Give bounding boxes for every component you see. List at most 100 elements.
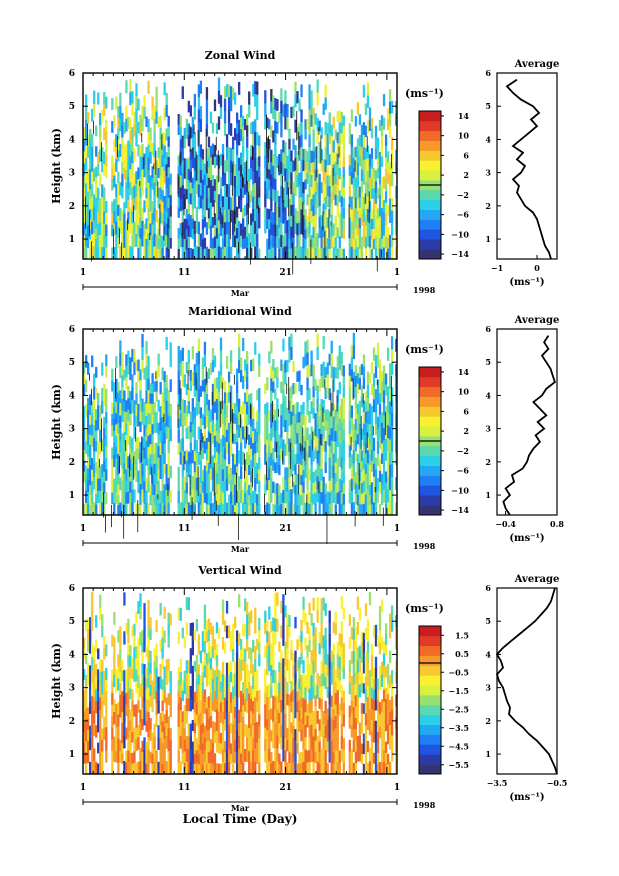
heatmap-cell	[127, 666, 130, 679]
heatmap-cell	[272, 235, 275, 248]
heatmap-cell	[149, 443, 152, 455]
heatmap-cell	[209, 622, 213, 635]
heatmap-cell	[338, 478, 341, 492]
heatmap-cell	[105, 235, 108, 248]
heatmap-cell	[364, 664, 368, 677]
heatmap-cell	[366, 740, 370, 753]
heatmap-cell	[91, 196, 94, 210]
heatmap-cell	[332, 379, 335, 392]
heatmap-cell	[292, 749, 295, 763]
heatmap-cell	[366, 696, 370, 709]
heatmap-cell	[324, 221, 327, 235]
heatmap-cell	[240, 659, 243, 671]
heatmap-cell	[360, 363, 364, 376]
heatmap-cell	[368, 760, 372, 775]
heatmap-cell	[374, 656, 378, 668]
heatmap-cell	[139, 632, 142, 646]
heatmap-cell	[282, 489, 285, 503]
heatmap-cell	[320, 598, 323, 611]
heatmap-cell	[270, 664, 273, 677]
heatmap-cell	[258, 365, 261, 377]
heatmap-cell	[85, 107, 88, 121]
heatmap-cell	[119, 390, 122, 404]
heatmap-cell	[217, 401, 221, 413]
heatmap-cell	[284, 419, 287, 433]
heatmap-cell	[101, 246, 104, 260]
heatmap-cell	[282, 388, 285, 402]
heatmap-cell	[203, 341, 207, 355]
heatmap-cell	[99, 478, 102, 491]
heatmap-cell	[362, 159, 366, 173]
heatmap-cell	[254, 502, 257, 516]
heatmap-cell	[256, 246, 259, 260]
heatmap-cell	[143, 712, 146, 726]
heatmap-cell	[163, 402, 166, 413]
heatmap-cell	[121, 410, 124, 423]
heatmap-cell	[157, 761, 160, 775]
heatmap-cell	[240, 357, 243, 371]
heatmap-cell	[386, 118, 390, 131]
heatmap-cell	[250, 236, 253, 248]
heatmap-cell	[201, 159, 205, 170]
colorbar-swatch	[419, 475, 441, 486]
heatmap-cell	[268, 249, 271, 260]
heatmap-cell	[304, 699, 307, 713]
heatmap-cell	[231, 673, 235, 687]
heatmap-cell	[352, 762, 356, 775]
heatmap-cell	[115, 401, 118, 414]
heatmap-cell	[280, 359, 283, 371]
heatmap-cell	[382, 402, 386, 416]
heatmap-cell	[244, 237, 247, 249]
heatmap-cell	[163, 371, 166, 382]
heatmap-cell	[221, 661, 225, 675]
heatmap-cell	[131, 710, 134, 722]
heatmap-cell	[87, 112, 90, 124]
heatmap-cell	[235, 133, 239, 145]
heatmap-cell	[382, 465, 386, 478]
heatmap-cell	[294, 684, 297, 696]
heatmap-cell	[368, 464, 372, 475]
heatmap-cell	[336, 458, 339, 470]
heatmap-cell	[101, 234, 104, 247]
heatmap-cell	[340, 112, 343, 123]
heatmap-cell	[302, 698, 305, 711]
heatmap-cell	[167, 415, 170, 428]
heatmap-cell	[155, 643, 158, 656]
heatmap-cell	[328, 185, 331, 197]
heatmap-cell	[338, 121, 341, 134]
heatmap-cell	[217, 422, 221, 434]
heatmap-cell	[143, 481, 146, 493]
heatmap-cell	[352, 436, 356, 451]
heatmap-cell	[227, 504, 231, 516]
heatmap-cell	[87, 673, 90, 686]
heatmap-cell	[115, 435, 118, 448]
heatmap-cell	[127, 654, 130, 667]
heatmap-cell	[223, 86, 227, 99]
heatmap-cell	[362, 423, 366, 435]
heatmap-cell	[87, 433, 90, 446]
heatmap-cell	[99, 594, 102, 608]
heatmap-cell	[209, 750, 213, 763]
heatmap-cell	[211, 455, 215, 468]
heatmap-cell	[352, 332, 356, 347]
heatmap-cell	[242, 146, 245, 157]
heatmap-cell	[215, 440, 219, 452]
heatmap-cell	[147, 131, 150, 145]
heatmap-cell	[306, 656, 309, 669]
heatmap-cell	[302, 748, 305, 762]
heatmap-cell	[310, 662, 313, 676]
heatmap-cell	[332, 477, 335, 491]
heatmap-cell	[213, 680, 217, 692]
heatmap-cell	[318, 719, 321, 731]
heatmap-cell	[268, 179, 271, 190]
contour-mark	[248, 191, 249, 225]
heatmap-cell	[115, 680, 118, 693]
heatmap-cell	[360, 147, 364, 159]
heatmap-cell	[358, 645, 362, 659]
heatmap-cell	[215, 227, 219, 239]
heatmap-cell	[197, 401, 201, 415]
heatmap-cell	[151, 504, 154, 516]
heatmap-cell	[199, 493, 203, 505]
heatmap-cell	[240, 223, 243, 236]
heatmap-cell	[105, 201, 108, 213]
